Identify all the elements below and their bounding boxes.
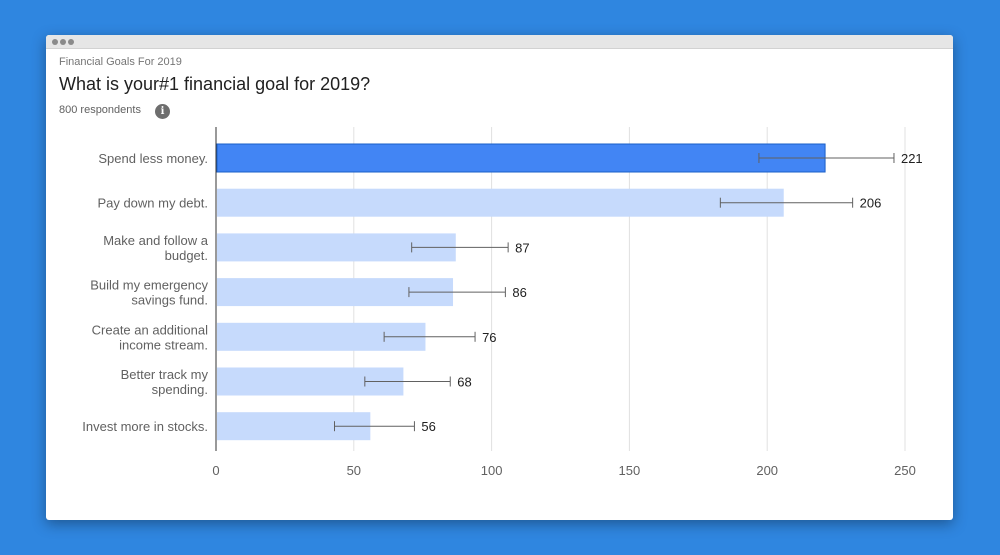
category-label: Spend less money. — [98, 151, 208, 166]
x-tick-label: 100 — [481, 463, 503, 478]
data-label: 87 — [515, 240, 529, 255]
window-dot-icon — [68, 39, 74, 45]
bar — [216, 143, 826, 173]
x-tick-label: 250 — [894, 463, 916, 478]
data-label: 68 — [457, 375, 471, 390]
category-label: Create an additional income stream. — [92, 322, 208, 352]
category-label: Better track my spending. — [121, 367, 209, 397]
data-label: 206 — [860, 196, 882, 211]
category-label: Make and follow a budget. — [103, 233, 209, 263]
x-tick-label: 150 — [619, 463, 641, 478]
info-icon[interactable]: i — [155, 104, 170, 119]
bar — [217, 188, 784, 217]
chart-subtitle: Financial Goals For 2019 — [59, 56, 182, 68]
data-label: 86 — [512, 285, 526, 300]
respondents-count: 800 respondents — [59, 104, 141, 116]
category-label: Pay down my debt. — [97, 196, 208, 211]
x-tick-label: 200 — [756, 463, 778, 478]
chart-window: Financial Goals For 2019 What is your#1 … — [46, 35, 953, 520]
data-label: 76 — [482, 330, 496, 345]
window-titlebar — [46, 35, 953, 49]
x-tick-label: 50 — [347, 463, 361, 478]
window-dot-icon — [60, 39, 66, 45]
bar-chart: 0 50 100 150 200 250 221 Spend less money. 206 Pa… — [82, 127, 923, 478]
x-tick-label: 0 — [212, 463, 219, 478]
data-label: 56 — [421, 419, 435, 434]
category-label: Invest more in stocks. — [82, 419, 208, 434]
data-label: 221 — [901, 151, 923, 166]
window-dot-icon — [52, 39, 58, 45]
chart-title: What is your#1 financial goal for 2019? — [59, 74, 371, 94]
category-label: Build my emergency savings fund. — [90, 278, 208, 308]
